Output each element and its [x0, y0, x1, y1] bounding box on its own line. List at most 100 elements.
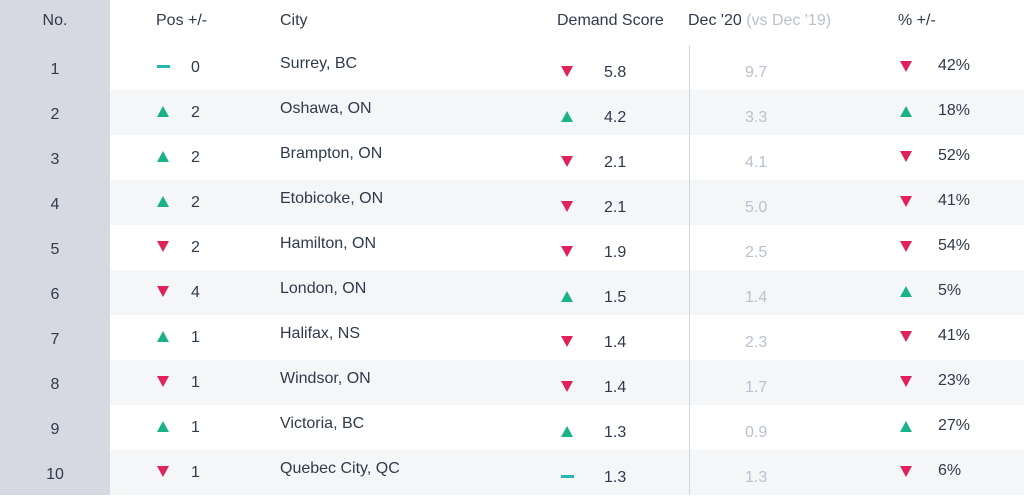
demand-score-value: 1.4: [604, 334, 627, 351]
header-city: City: [280, 12, 308, 29]
prev-year-value: 9.7: [745, 64, 768, 81]
demand-change-triangle-down-icon: [561, 156, 575, 168]
prev-year-value: 1.4: [745, 289, 768, 306]
rank-number: 9: [0, 405, 110, 450]
demand-change-triangle-down-icon: [561, 66, 575, 78]
pos-change-value: 1: [191, 464, 200, 481]
pos-change-dash-icon: [157, 61, 171, 73]
city-name: Brampton, ON: [280, 145, 383, 162]
table-row: 5 2 Hamilton, ON 1.9 2.5 54%: [0, 225, 1024, 270]
pct-change-value: 41%: [938, 192, 971, 209]
table-row: 2 2 Oshawa, ON 4.2 3.3 18%: [0, 90, 1024, 135]
table-row: 6 4 London, ON 1.5 1.4 5%: [0, 270, 1024, 315]
city-name: Etobicoke, ON: [280, 190, 384, 207]
pct-change-value: 6%: [938, 462, 962, 479]
pos-change-value: 1: [191, 374, 200, 391]
prev-year-value: 1.7: [745, 379, 768, 396]
demand-score-value: 2.1: [604, 199, 627, 216]
pct-change-value: 54%: [938, 237, 971, 254]
pct-change-value: 41%: [938, 327, 971, 344]
pct-change-value: 5%: [938, 282, 962, 299]
demand-change-triangle-down-icon: [561, 201, 575, 213]
table-row: 9 1 Victoria, BC 1.3 0.9 27%: [0, 405, 1024, 450]
pos-change-triangle-down-icon: [157, 286, 171, 298]
prev-year-value: 5.0: [745, 199, 768, 216]
city-name: Windsor, ON: [280, 370, 371, 387]
table-row: 10 1 Quebec City, QC 1.3 1.3 6%: [0, 450, 1024, 495]
pct-change-triangle-down-icon: [900, 466, 914, 478]
city-name: Quebec City, QC: [280, 460, 400, 477]
pos-change-value: 4: [191, 284, 200, 301]
table-row: 3 2 Brampton, ON 2.1 4.1 52%: [0, 135, 1024, 180]
pos-change-value: 2: [191, 194, 200, 211]
prev-year-value: 2.3: [745, 334, 768, 351]
pct-change-triangle-up-icon: [900, 286, 914, 298]
demand-change-triangle-up-icon: [561, 111, 575, 123]
demand-score-value: 1.5: [604, 289, 627, 306]
pos-change-triangle-up-icon: [157, 106, 171, 118]
demand-change-triangle-down-icon: [561, 381, 575, 393]
demand-score-value: 1.9: [604, 244, 627, 261]
pos-change-triangle-up-icon: [157, 151, 171, 163]
pct-change-triangle-down-icon: [900, 241, 914, 253]
pct-change-value: 23%: [938, 372, 971, 389]
pos-change-value: 2: [191, 104, 200, 121]
pct-change-triangle-down-icon: [900, 331, 914, 343]
header-pos: Pos +/-: [156, 12, 208, 29]
pct-change-value: 52%: [938, 147, 971, 164]
pos-change-value: 0: [191, 59, 200, 76]
demand-score-value: 1.3: [604, 469, 627, 486]
demand-score-value: 5.8: [604, 64, 627, 81]
header-vs19-label: (vs Dec '19): [746, 12, 832, 29]
pct-change-triangle-up-icon: [900, 421, 914, 433]
table-row: 1 0 Surrey, BC 5.8 9.7 42%: [0, 45, 1024, 90]
demand-score-value: 1.4: [604, 379, 627, 396]
pos-change-value: 1: [191, 329, 200, 346]
pct-change-triangle-down-icon: [900, 151, 914, 163]
rank-number: 10: [0, 450, 110, 495]
pos-change-triangle-down-icon: [157, 241, 171, 253]
demand-change-triangle-up-icon: [561, 291, 575, 303]
pos-change-triangle-down-icon: [157, 376, 171, 388]
city-name: London, ON: [280, 280, 367, 297]
pct-change-triangle-up-icon: [900, 106, 914, 118]
table-row: 7 1 Halifax, NS 1.4 2.3 41%: [0, 315, 1024, 360]
rank-number: 4: [0, 180, 110, 225]
column-divider: [689, 45, 690, 495]
city-name: Hamilton, ON: [280, 235, 377, 252]
city-name: Victoria, BC: [280, 415, 365, 432]
pct-change-value: 27%: [938, 417, 971, 434]
rank-number: 5: [0, 225, 110, 270]
header-dec20-label: Dec '20: [688, 12, 742, 29]
pct-change-triangle-down-icon: [900, 61, 914, 73]
pos-change-value: 1: [191, 419, 200, 436]
pos-change-triangle-up-icon: [157, 196, 171, 208]
rank-number: 3: [0, 135, 110, 180]
demand-score-value: 1.3: [604, 424, 627, 441]
prev-year-value: 1.3: [745, 469, 768, 486]
pct-change-value: 42%: [938, 57, 971, 74]
rank-number: 8: [0, 360, 110, 405]
pct-change-triangle-down-icon: [900, 196, 914, 208]
prev-year-value: 4.1: [745, 154, 768, 171]
pos-change-value: 2: [191, 149, 200, 166]
city-name: Oshawa, ON: [280, 100, 372, 117]
rank-number: 6: [0, 270, 110, 315]
header-demand-score: Demand Score: [557, 12, 664, 29]
rank-number: 2: [0, 90, 110, 135]
table-row: 8 1 Windsor, ON 1.4 1.7 23%: [0, 360, 1024, 405]
demand-score-value: 4.2: [604, 109, 627, 126]
table-header: No. Pos +/- City Demand Score Dec '20 (v…: [0, 0, 1024, 45]
demand-change-triangle-down-icon: [561, 246, 575, 258]
demand-change-dash-icon: [561, 471, 575, 483]
header-no: No.: [0, 0, 110, 45]
header-dec20: Dec '20 (vs Dec '19): [688, 12, 831, 30]
city-name: Halifax, NS: [280, 325, 361, 342]
demand-change-triangle-down-icon: [561, 336, 575, 348]
table-row: 4 2 Etobicoke, ON 2.1 5.0 41%: [0, 180, 1024, 225]
prev-year-value: 0.9: [745, 424, 768, 441]
rank-number: 1: [0, 45, 110, 90]
pct-change-value: 18%: [938, 102, 971, 119]
header-pct: % +/-: [898, 12, 936, 29]
